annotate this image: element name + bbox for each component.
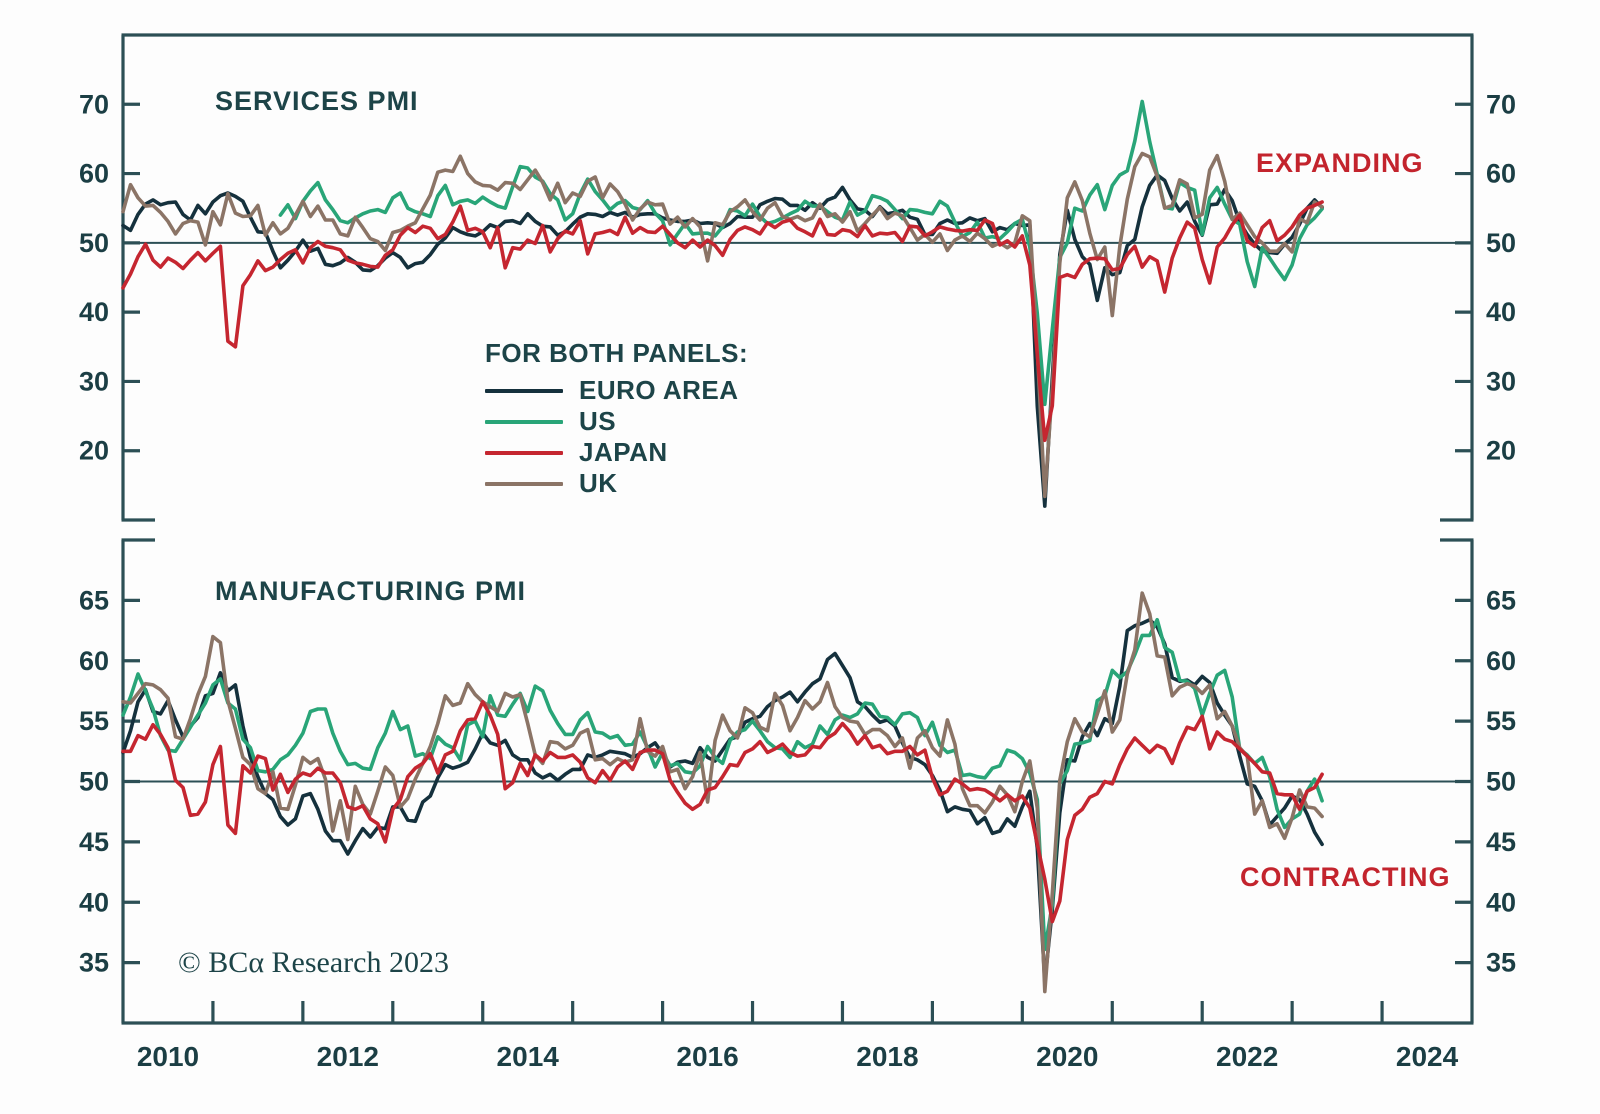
y-tick-label: 60 — [79, 159, 109, 189]
y-tick-label: 40 — [79, 887, 109, 917]
y-tick-label: 40 — [1486, 297, 1516, 327]
x-axis-year-label: 2012 — [317, 1041, 379, 1072]
y-tick-label: 50 — [79, 228, 109, 258]
x-axis-year-label: 2010 — [137, 1041, 199, 1072]
legend-row-uk: UK — [485, 468, 748, 499]
legend-label-us: US — [579, 406, 617, 436]
y-tick-label: 50 — [1486, 767, 1516, 797]
series-line-uk — [121, 591, 1324, 994]
legend-label-japan: JAPAN — [579, 437, 668, 467]
legend: FOR BOTH PANELS: EURO AREA US JAPAN UK — [485, 338, 748, 499]
y-tick-label: 35 — [79, 948, 109, 978]
x-axis-year-label: 2014 — [497, 1041, 560, 1072]
y-tick-label: 65 — [79, 585, 109, 615]
x-axis-year-label: 2024 — [1396, 1041, 1459, 1072]
x-axis-year-label: 2016 — [676, 1041, 738, 1072]
services-panel-title: SERVICES PMI — [215, 86, 419, 116]
legend-swatch-euro-area — [485, 388, 563, 393]
y-tick-label: 20 — [1486, 436, 1516, 466]
y-tick-label: 60 — [1486, 159, 1516, 189]
series-line-us — [278, 99, 1324, 407]
legend-swatch-uk — [485, 481, 563, 486]
y-tick-label: 60 — [1486, 646, 1516, 676]
y-tick-label: 35 — [1486, 948, 1516, 978]
legend-label-euro-area: EURO AREA — [579, 375, 739, 405]
y-tick-label: 70 — [79, 89, 109, 119]
y-tick-label: 40 — [79, 297, 109, 327]
legend-swatch-japan — [485, 450, 563, 455]
copyright-notice: © BCα Research 2023 — [178, 946, 449, 979]
y-tick-label: 20 — [79, 436, 109, 466]
y-tick-label: 50 — [1486, 228, 1516, 258]
y-tick-label: 70 — [1486, 89, 1516, 119]
y-tick-label: 55 — [79, 706, 109, 736]
y-tick-label: 45 — [1486, 827, 1516, 857]
contracting-annotation: CONTRACTING — [1240, 862, 1451, 892]
y-tick-label: 30 — [79, 366, 109, 396]
x-axis-year-label: 2018 — [856, 1041, 918, 1072]
manufacturing-panel-title: MANUFACTURING PMI — [215, 576, 526, 606]
series-line-japan — [121, 200, 1324, 443]
legend-title: FOR BOTH PANELS: — [485, 338, 749, 368]
y-tick-label: 50 — [79, 767, 109, 797]
y-tick-label: 30 — [1486, 366, 1516, 396]
y-tick-label: 65 — [1486, 585, 1516, 615]
series-line-euro-area — [121, 617, 1324, 984]
series-line-uk — [121, 151, 1324, 499]
y-tick-label: 55 — [1486, 706, 1516, 736]
series-line-japan — [121, 699, 1324, 924]
legend-swatch-us — [485, 419, 563, 424]
legend-row-japan: JAPAN — [485, 437, 748, 468]
x-axis-year-label: 2020 — [1036, 1041, 1098, 1072]
series-line-us — [121, 617, 1324, 952]
legend-row-euro-area: EURO AREA — [485, 375, 748, 406]
expanding-annotation: EXPANDING — [1256, 148, 1424, 178]
y-tick-label: 45 — [79, 827, 109, 857]
legend-label-uk: UK — [579, 468, 618, 498]
y-tick-label: 40 — [1486, 887, 1516, 917]
y-tick-label: 60 — [79, 646, 109, 676]
legend-row-us: US — [485, 406, 748, 437]
x-axis-year-label: 2022 — [1216, 1041, 1278, 1072]
